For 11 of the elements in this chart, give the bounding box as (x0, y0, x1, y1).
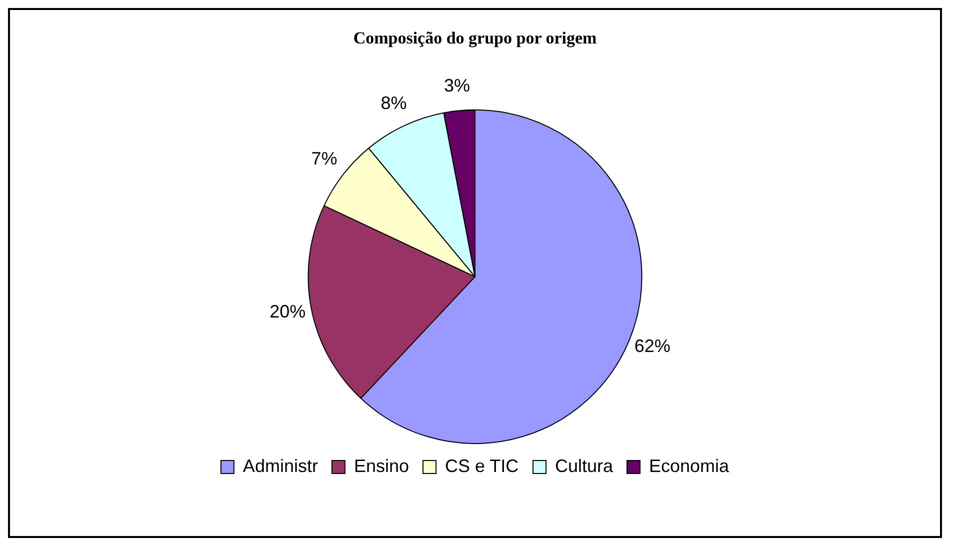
chart-title: Composição do grupo por origem (353, 28, 597, 48)
data-label: 8% (380, 93, 407, 114)
data-label: 3% (444, 76, 470, 96)
legend-label: Ensino (354, 456, 409, 476)
legend-label: CS e TIC (444, 456, 519, 476)
legend-label: Administr (242, 456, 318, 476)
legend-label: Cultura (555, 456, 614, 476)
data-label: 20% (270, 301, 306, 322)
data-label: 7% (311, 148, 338, 169)
legend-label: Economia (649, 456, 730, 476)
data-label: 62% (634, 336, 670, 356)
